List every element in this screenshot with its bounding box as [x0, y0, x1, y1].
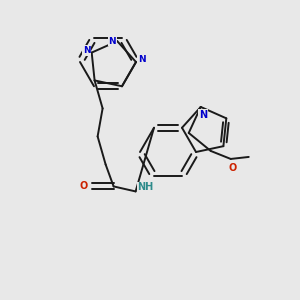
Text: N: N: [199, 110, 207, 120]
Text: NH: NH: [137, 182, 154, 192]
Text: N: N: [138, 56, 146, 64]
Text: N: N: [83, 46, 91, 55]
Text: O: O: [80, 182, 88, 191]
Text: N: N: [109, 37, 116, 46]
Text: O: O: [229, 163, 237, 173]
